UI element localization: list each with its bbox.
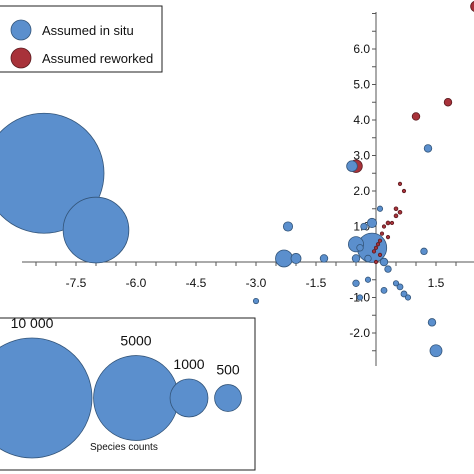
size-legend-circle — [93, 355, 179, 441]
y-tick-label: 2.0 — [353, 184, 370, 198]
reworked-point — [385, 235, 391, 240]
x-tick-label: -4.5 — [186, 276, 207, 290]
legend-label-in-situ: Assumed in situ — [42, 23, 134, 38]
in-situ-point — [62, 196, 130, 264]
in-situ-point — [319, 254, 329, 263]
reworked-point — [373, 259, 379, 265]
reworked-point — [385, 220, 391, 226]
in-situ-point — [290, 253, 302, 264]
in-situ-point — [400, 290, 408, 298]
reworked-point — [443, 98, 453, 107]
reworked-point — [397, 210, 403, 215]
in-situ-point — [396, 283, 404, 291]
legend: Assumed in situ Assumed reworked — [0, 5, 163, 73]
legend-label-reworked: Assumed reworked — [42, 51, 153, 66]
in-situ-point — [356, 244, 364, 252]
in-situ-point — [352, 279, 360, 287]
size-legend-title: Species counts — [90, 442, 158, 453]
in-situ-point — [423, 144, 433, 153]
in-situ-point — [366, 217, 378, 228]
y-tick-label: 4.0 — [353, 113, 370, 127]
size-legend-circle — [214, 384, 242, 412]
reworked-point — [393, 213, 399, 219]
x-tick-label: -1.5 — [306, 276, 327, 290]
in-situ-point — [351, 254, 361, 263]
in-situ-point — [275, 249, 293, 268]
in-situ-point — [427, 318, 437, 327]
size-legend-circle — [169, 378, 209, 418]
data-points — [0, 0, 474, 358]
legend-marker-reworked — [10, 47, 32, 69]
reworked-point — [389, 220, 395, 226]
reworked-point — [377, 238, 383, 243]
y-tick-label: 5.0 — [353, 78, 370, 92]
x-tick-label: -6.0 — [126, 276, 147, 290]
size-legend-label: 5000 — [120, 333, 151, 349]
size-legend-label: 10 000 — [11, 315, 54, 331]
legend-marker-in-situ — [10, 19, 32, 41]
size-legend-entries: 10 000 5000 1000 500 — [0, 315, 242, 459]
in-situ-point — [380, 286, 388, 294]
x-tick-label: -3.0 — [246, 276, 267, 290]
size-legend-circle — [0, 337, 93, 459]
reworked-point — [401, 188, 407, 194]
size-legend-label: 500 — [216, 362, 240, 378]
in-situ-point — [392, 280, 400, 287]
in-situ-point — [364, 254, 372, 263]
reworked-point — [373, 245, 379, 250]
reworked-point — [371, 249, 377, 254]
reworked-point — [377, 252, 383, 257]
in-situ-point — [364, 276, 372, 283]
reworked-point — [397, 181, 403, 186]
in-situ-point — [384, 265, 392, 273]
reworked-point — [375, 242, 381, 247]
in-situ-point — [356, 294, 364, 301]
y-tick-label: 6.0 — [353, 42, 370, 56]
in-situ-point — [379, 257, 389, 267]
reworked-point — [393, 206, 399, 212]
in-situ-point — [404, 294, 412, 301]
reworked-point — [379, 231, 385, 236]
in-situ-point — [420, 247, 428, 256]
in-situ-point — [376, 205, 384, 212]
y-tick-label: -2.0 — [349, 326, 370, 340]
x-tick-label: 1.5 — [428, 276, 445, 290]
in-situ-point — [429, 344, 443, 358]
in-situ-point — [346, 160, 358, 172]
size-legend-label: 1000 — [173, 356, 204, 372]
reworked-point — [411, 112, 421, 121]
in-situ-point — [252, 297, 260, 305]
reworked-point — [381, 224, 387, 229]
x-tick-label: -7.5 — [66, 276, 87, 290]
y-tick-label: 3.0 — [353, 149, 370, 163]
reworked-point — [470, 0, 474, 12]
in-situ-point — [282, 221, 294, 232]
size-legend: 10 000 5000 1000 500 Species counts — [0, 315, 256, 471]
in-situ-point — [360, 222, 368, 231]
